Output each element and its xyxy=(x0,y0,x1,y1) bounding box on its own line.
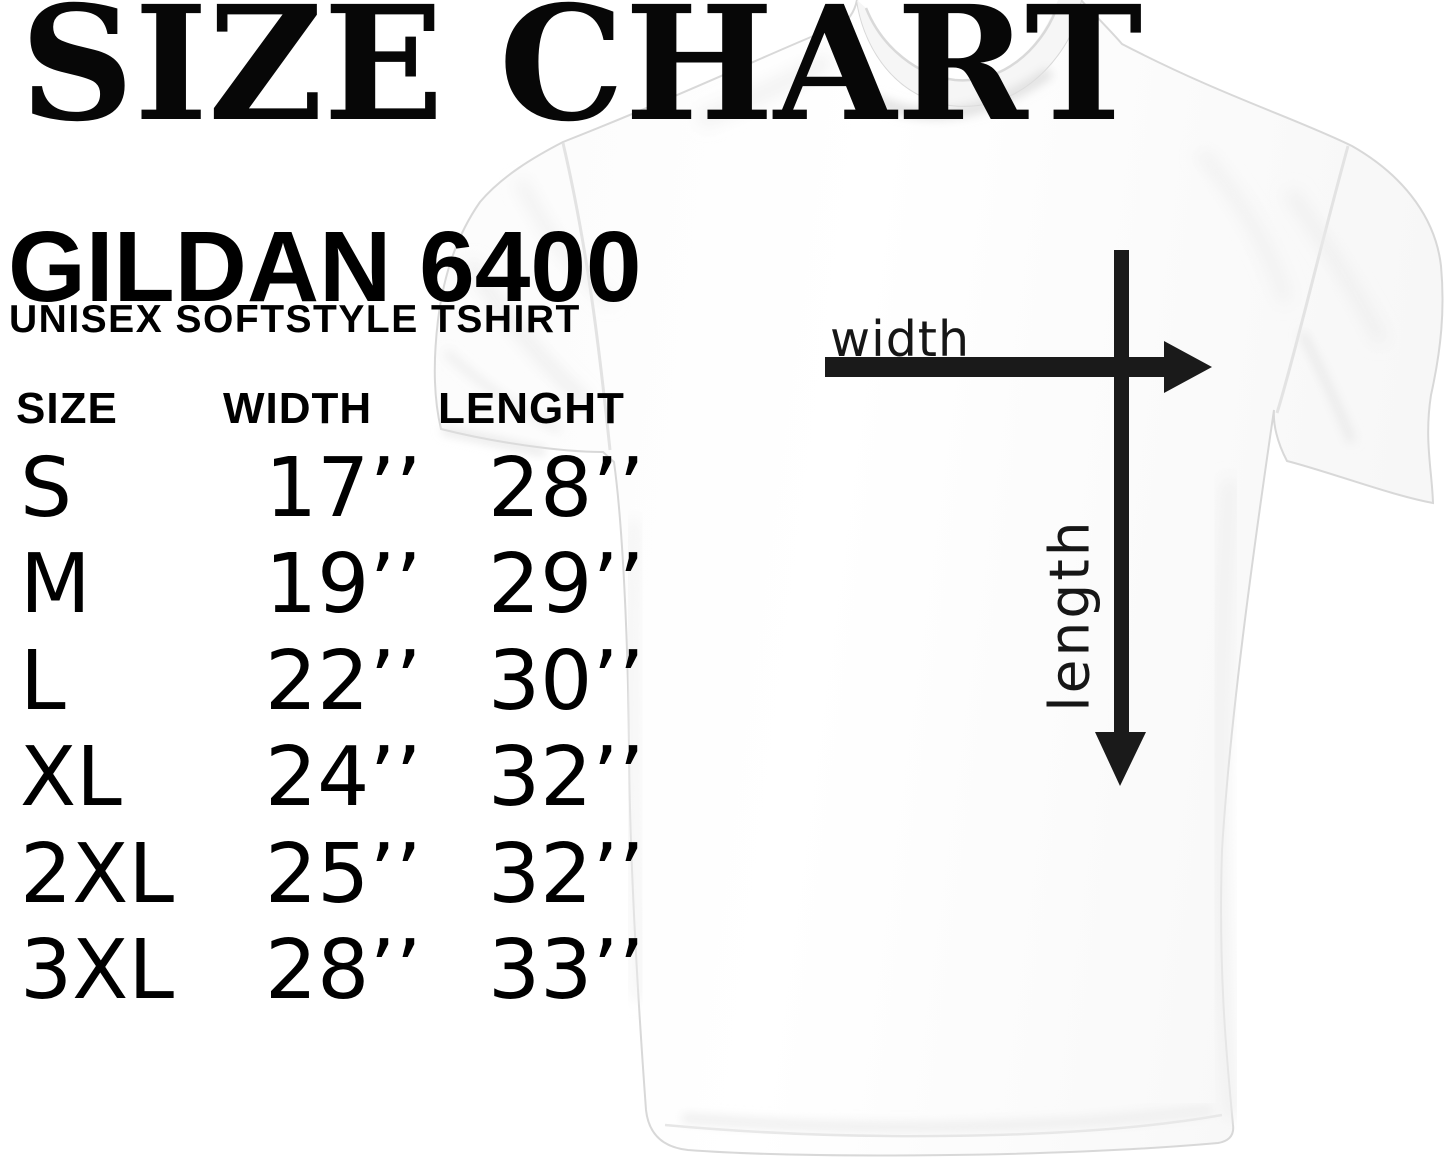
product-name: GILDAN 6400 xyxy=(8,211,642,323)
size-cell: M xyxy=(20,537,91,632)
length-cell: 29’’ xyxy=(488,537,645,632)
length-cell: 32’’ xyxy=(488,827,645,922)
table-row: 2XL 25’’ 32’’ xyxy=(0,834,700,926)
length-cell: 30’’ xyxy=(488,634,645,729)
width-measure-label: width xyxy=(830,311,971,368)
table-row: S 17’’ 28’’ xyxy=(0,448,700,540)
size-cell: 2XL xyxy=(20,827,175,922)
left-sleeve-seam xyxy=(561,142,612,451)
page-title: SIZE CHART xyxy=(20,0,1143,157)
fabric-shadows xyxy=(441,52,1387,1133)
size-cell: L xyxy=(20,634,66,729)
size-cell: 3XL xyxy=(20,923,175,1018)
width-cell: 17’’ xyxy=(265,441,422,536)
width-cell: 22’’ xyxy=(265,634,422,729)
column-header-width: WIDTH xyxy=(223,384,373,433)
length-arrow-icon xyxy=(1095,250,1146,786)
table-row: 3XL 28’’ 33’’ xyxy=(0,930,700,1022)
width-arrow-icon xyxy=(825,341,1212,393)
column-header-size: SIZE xyxy=(16,384,118,433)
right-sleeve-seam xyxy=(1275,145,1350,414)
table-row: M 19’’ 29’’ xyxy=(0,544,700,636)
tshirt-silhouette xyxy=(433,0,1444,1157)
length-cell: 32’’ xyxy=(488,730,645,825)
length-measure-label: length xyxy=(1037,518,1102,712)
table-row: L 22’’ 30’’ xyxy=(0,641,700,733)
size-cell: S xyxy=(20,441,73,536)
length-cell: 28’’ xyxy=(488,441,645,536)
length-cell: 33’’ xyxy=(488,923,645,1018)
width-cell: 28’’ xyxy=(265,923,422,1018)
product-subtitle: UNISEX SOFTSTYLE TSHIRT xyxy=(9,298,581,341)
hem-stitch xyxy=(664,1113,1223,1138)
width-cell: 24’’ xyxy=(265,730,422,825)
size-cell: XL xyxy=(20,730,122,825)
table-row: XL 24’’ 32’’ xyxy=(0,737,700,829)
collar xyxy=(857,0,1081,119)
width-cell: 25’’ xyxy=(265,827,422,922)
column-header-length: LENGHT xyxy=(438,384,625,433)
width-cell: 19’’ xyxy=(265,537,422,632)
